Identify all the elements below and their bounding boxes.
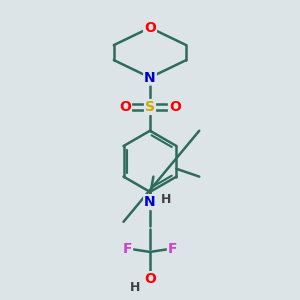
Text: O: O	[144, 272, 156, 286]
Text: N: N	[144, 195, 156, 209]
Text: O: O	[119, 100, 131, 114]
Text: O: O	[144, 21, 156, 35]
Text: H: H	[130, 280, 140, 293]
Text: N: N	[144, 70, 156, 85]
Text: F: F	[168, 242, 177, 256]
Text: F: F	[123, 242, 132, 256]
Text: H: H	[161, 193, 171, 206]
Text: O: O	[169, 100, 181, 114]
Text: S: S	[145, 100, 155, 114]
